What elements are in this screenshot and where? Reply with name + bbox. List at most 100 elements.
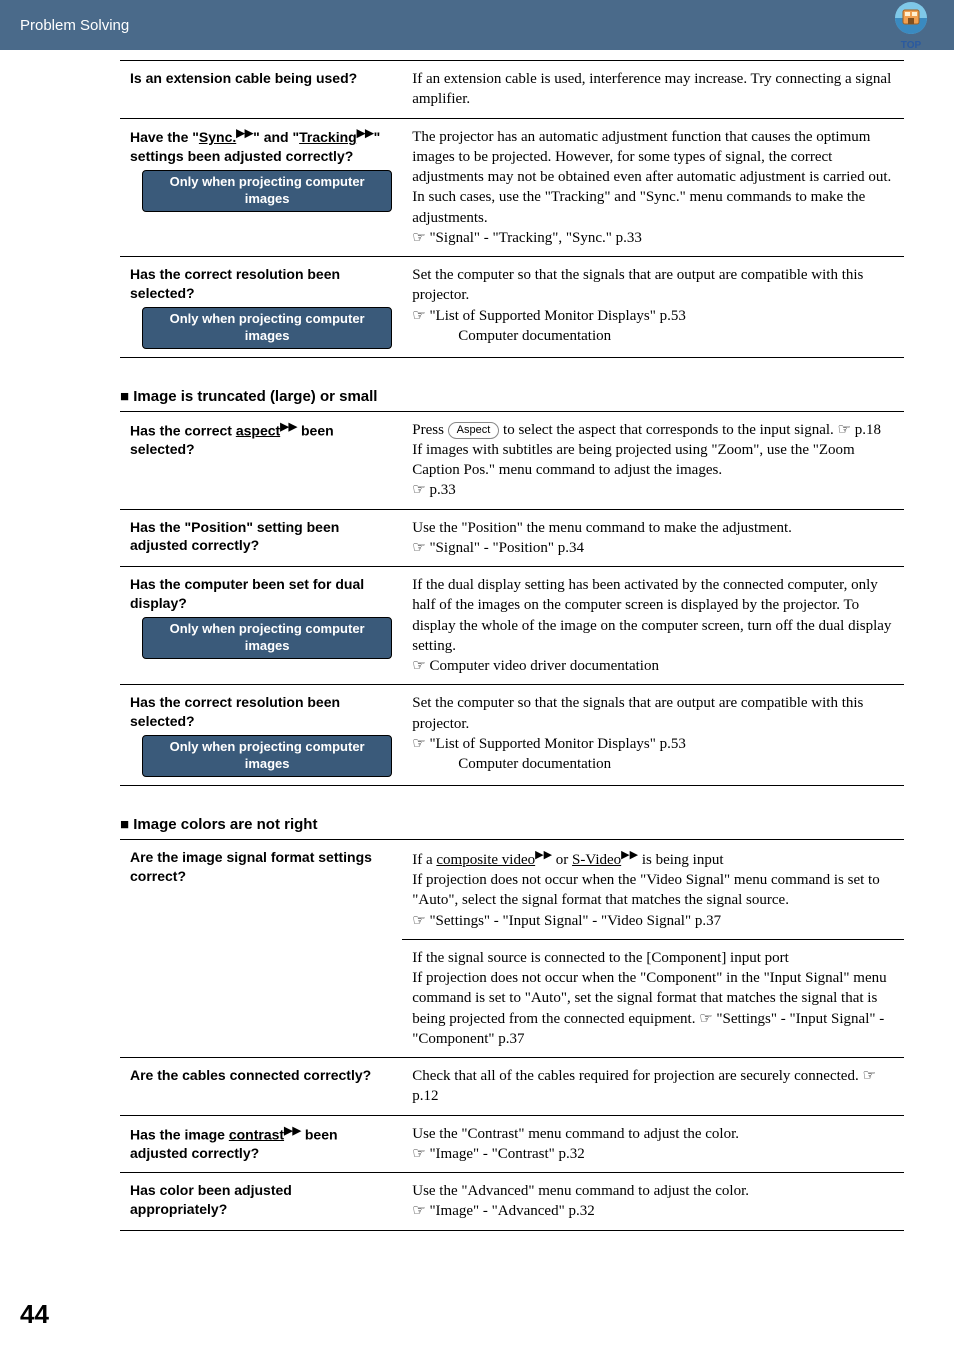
reference-link[interactable]: p.33 (412, 482, 455, 498)
table-row: Is an extension cable being used? If an … (120, 61, 904, 119)
question-cell: Is an extension cable being used? (120, 61, 402, 119)
table-row: Are the cables connected correctly? Chec… (120, 1058, 904, 1116)
table-row: Has color been adjusted appropriately? U… (120, 1173, 904, 1231)
reference-link[interactable]: p.18 (838, 422, 881, 438)
answer-text: If images with subtitles are being proje… (412, 442, 854, 478)
glossary-link[interactable]: contrast (229, 1126, 284, 1142)
glossary-icon: ▶▶ (284, 1125, 301, 1137)
condition-badge: Only when projecting computer images (142, 735, 392, 777)
glossary-icon: ▶▶ (357, 128, 374, 140)
glossary-link[interactable]: Sync. (199, 129, 236, 145)
question-cell: Has the correct aspect▶▶ been selected? (120, 411, 402, 509)
q-pre: Has the image (130, 1126, 229, 1142)
answer-text: Use the "Advanced" menu command to adjus… (412, 1183, 749, 1199)
table-row: Has the "Position" setting been adjusted… (120, 509, 904, 567)
answer-text: The projector has an automatic adjustmen… (412, 129, 891, 226)
answer-cell: Use the "Position" the menu command to m… (402, 509, 904, 567)
glossary-link[interactable]: Tracking (299, 129, 357, 145)
aspect-button: Aspect (448, 422, 500, 439)
glossary-link[interactable]: aspect (236, 422, 280, 438)
glossary-icon: ▶▶ (236, 128, 253, 140)
troubleshoot-table-1: Is an extension cable being used? If an … (120, 60, 904, 358)
condition-badge: Only when projecting computer images (142, 307, 392, 349)
condition-badge: Only when projecting computer images (142, 170, 392, 212)
table-row: Has the computer been set for dual displ… (120, 567, 904, 685)
glossary-link[interactable]: S-Video (572, 852, 621, 868)
glossary-link[interactable]: composite video (436, 852, 535, 868)
a-post: is being input (638, 852, 723, 868)
question-cell: Are the cables connected correctly? (120, 1058, 402, 1116)
answer-cell: Press Aspect to select the aspect that c… (402, 411, 904, 509)
answer-cell: If the signal source is connected to the… (402, 939, 904, 1057)
reference-link[interactable]: "Signal" - "Position" p.34 (412, 540, 584, 556)
answer-cell: If a composite video▶▶ or S-Video▶▶ is b… (402, 839, 904, 939)
question-cell: Has color been adjusted appropriately? (120, 1173, 402, 1231)
header-title: Problem Solving (20, 17, 129, 34)
question-cell: Has the "Position" setting been adjusted… (120, 509, 402, 567)
reference-link[interactable]: "Image" - "Contrast" p.32 (412, 1146, 585, 1162)
a-post: to select the aspect that corresponds to… (499, 422, 837, 438)
question-cell: Has the computer been set for dual displ… (120, 567, 402, 685)
reference-text: Computer documentation (458, 328, 611, 344)
question-text: Is an extension cable being used? (130, 70, 357, 86)
answer-text: If the dual display setting has been act… (412, 577, 891, 654)
table-row: Are the image signal format settings cor… (120, 839, 904, 939)
top-icon[interactable]: TOP (884, 0, 934, 50)
question-text: Are the cables connected correctly? (130, 1067, 371, 1083)
question-cell: Has the image contrast▶▶ been adjusted c… (120, 1115, 402, 1173)
question-text: Has the computer been set for dual displ… (130, 576, 364, 611)
content-area: Is an extension cable being used? If an … (0, 50, 954, 1281)
question-text: Has the correct resolution been selected… (130, 694, 340, 729)
reference-link[interactable]: "Signal" - "Tracking", "Sync." p.33 (412, 230, 642, 246)
section-title: Image is truncated (large) or small (120, 388, 904, 405)
reference-link[interactable]: "List of Supported Monitor Displays" p.5… (412, 736, 686, 752)
answer-cell: Check that all of the cables required fo… (402, 1058, 904, 1116)
answer-cell: If the dual display setting has been act… (402, 567, 904, 685)
glossary-icon: ▶▶ (621, 849, 638, 861)
answer-text: Check that all of the cables required fo… (412, 1068, 862, 1084)
troubleshoot-table-2: Has the correct aspect▶▶ been selected? … (120, 411, 904, 786)
q-pre: Has the correct (130, 422, 236, 438)
question-cell: Has the correct resolution been selected… (120, 257, 402, 358)
answer-cell: If an extension cable is used, interfere… (402, 61, 904, 119)
question-text: Have the "Sync.▶▶" and "Tracking▶▶" sett… (130, 129, 380, 164)
question-cell: Has the correct resolution been selected… (120, 685, 402, 786)
question-text: Has the "Position" setting been adjusted… (130, 519, 339, 554)
answer-cell: Use the "Advanced" menu command to adjus… (402, 1173, 904, 1231)
q-pre: Have the " (130, 129, 199, 145)
table-row: Has the correct resolution been selected… (120, 685, 904, 786)
q-mid: " and " (253, 129, 299, 145)
table-row: Has the correct aspect▶▶ been selected? … (120, 411, 904, 509)
a-mid: or (552, 852, 572, 868)
answer-cell: The projector has an automatic adjustmen… (402, 118, 904, 257)
answer-text: Set the computer so that the signals tha… (412, 267, 863, 303)
table-row: Has the image contrast▶▶ been adjusted c… (120, 1115, 904, 1173)
answer-text: If projection does not occur when the "V… (412, 872, 880, 908)
answer-text: Set the computer so that the signals tha… (412, 695, 863, 731)
table-row: Have the "Sync.▶▶" and "Tracking▶▶" sett… (120, 118, 904, 257)
section-title: Image colors are not right (120, 816, 904, 833)
svg-text:TOP: TOP (901, 40, 922, 51)
reference-link[interactable]: "List of Supported Monitor Displays" p.5… (412, 308, 686, 324)
answer-cell: Use the "Contrast" menu command to adjus… (402, 1115, 904, 1173)
reference-link[interactable]: Computer video driver documentation (412, 658, 659, 674)
answer-cell: Set the computer so that the signals tha… (402, 257, 904, 358)
answer-cell: Set the computer so that the signals tha… (402, 685, 904, 786)
troubleshoot-table-3: Are the image signal format settings cor… (120, 839, 904, 1231)
question-cell: Have the "Sync.▶▶" and "Tracking▶▶" sett… (120, 118, 402, 257)
answer-text: Use the "Contrast" menu command to adjus… (412, 1126, 739, 1142)
question-text: Are the image signal format settings cor… (130, 849, 372, 884)
page-header: Problem Solving TOP (0, 0, 954, 50)
table-row: Has the correct resolution been selected… (120, 257, 904, 358)
reference-link[interactable]: "Settings" - "Input Signal" - "Video Sig… (412, 913, 721, 929)
a-pre: Press (412, 422, 447, 438)
glossary-icon: ▶▶ (280, 421, 297, 433)
answer-text: If an extension cable is used, interfere… (412, 71, 891, 107)
page-number: 44 (20, 1299, 49, 1330)
answer-text: Use the "Position" the menu command to m… (412, 520, 792, 536)
reference-link[interactable]: "Image" - "Advanced" p.32 (412, 1203, 594, 1219)
question-text: Has color been adjusted appropriately? (130, 1182, 292, 1217)
condition-badge: Only when projecting computer images (142, 617, 392, 659)
question-text: Has the correct resolution been selected… (130, 266, 340, 301)
question-cell: Are the image signal format settings cor… (120, 839, 402, 1057)
